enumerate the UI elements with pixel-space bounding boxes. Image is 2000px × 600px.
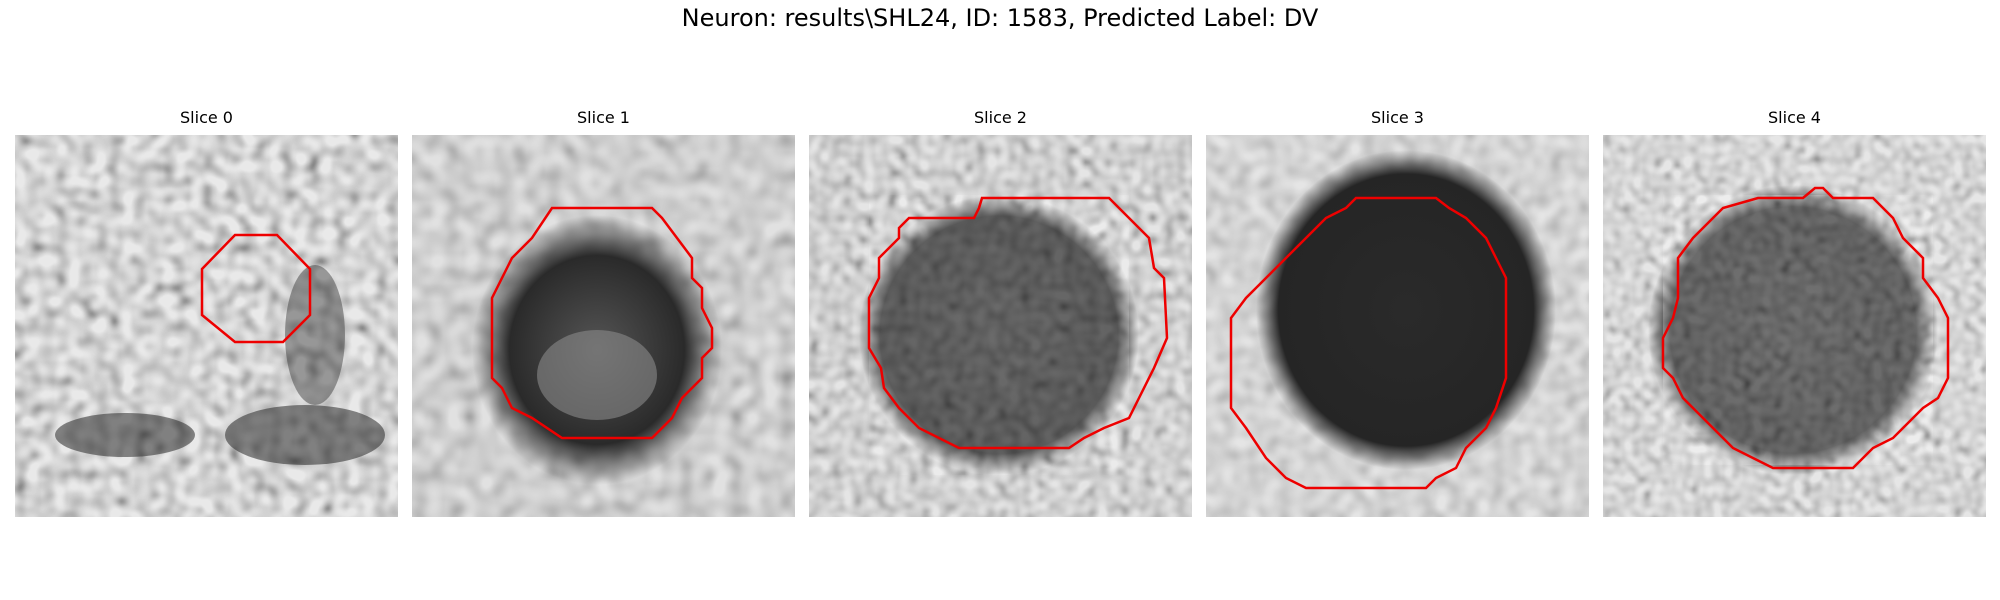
cell-nucleus [537,330,657,420]
cell-body [1256,150,1556,470]
roi-contour [490,206,714,440]
slice-image [1603,135,1986,517]
slice-panel-1: Slice 1 [412,0,795,520]
slice-image [809,135,1192,517]
cell-texture [1663,195,1933,465]
slice-title: Slice 3 [1371,108,1424,127]
dark-structures [55,265,385,465]
slice-panel-4: Slice 4 [1603,0,1986,520]
slice-image [1206,135,1589,517]
slice-image [15,135,398,517]
roi-contour [200,233,312,344]
roi-contour [1661,186,1950,470]
slice-title: Slice 2 [974,108,1027,127]
roi-contour [867,196,1169,450]
slice-panel-2: Slice 2 [809,0,1192,520]
slice-image [412,135,795,517]
slice-panel-0: Slice 0 [15,0,398,520]
slice-panel-3: Slice 3 [1206,0,1589,520]
figure-title: Neuron: results\SHL24, ID: 1583, Predict… [681,4,1319,32]
roi-contour [1229,196,1508,490]
slice-title: Slice 4 [1768,108,1821,127]
slice-title: Slice 1 [577,108,630,127]
cell-texture [869,195,1129,475]
slice-title: Slice 0 [180,108,233,127]
